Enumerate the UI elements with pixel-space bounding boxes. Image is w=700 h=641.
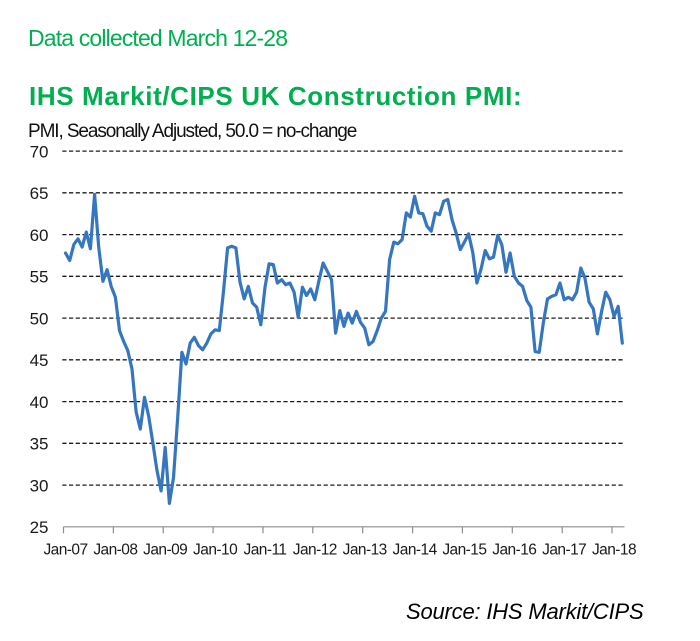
svg-text:50: 50 bbox=[30, 310, 49, 329]
svg-text:35: 35 bbox=[30, 435, 49, 454]
svg-text:Jan-15: Jan-15 bbox=[442, 542, 486, 559]
svg-text:45: 45 bbox=[30, 351, 49, 370]
svg-text:30: 30 bbox=[30, 477, 49, 496]
svg-text:55: 55 bbox=[30, 268, 49, 287]
svg-text:Jan-13: Jan-13 bbox=[343, 542, 387, 559]
svg-text:Jan-18: Jan-18 bbox=[592, 542, 636, 559]
svg-text:65: 65 bbox=[30, 184, 49, 203]
svg-text:40: 40 bbox=[30, 393, 49, 412]
svg-text:25: 25 bbox=[30, 518, 49, 537]
svg-text:Jan-11: Jan-11 bbox=[244, 542, 287, 559]
svg-text:Jan-14: Jan-14 bbox=[393, 542, 438, 559]
svg-text:Jan-09: Jan-09 bbox=[143, 542, 187, 559]
svg-text:Jan-07: Jan-07 bbox=[43, 542, 87, 559]
svg-text:70: 70 bbox=[30, 143, 49, 162]
svg-text:60: 60 bbox=[30, 226, 49, 245]
svg-text:Jan-10: Jan-10 bbox=[193, 542, 238, 559]
svg-text:Jan-16: Jan-16 bbox=[492, 542, 536, 559]
svg-text:Jan-17: Jan-17 bbox=[542, 542, 586, 559]
svg-text:Jan-08: Jan-08 bbox=[93, 542, 137, 559]
svg-text:Jan-12: Jan-12 bbox=[293, 542, 337, 559]
